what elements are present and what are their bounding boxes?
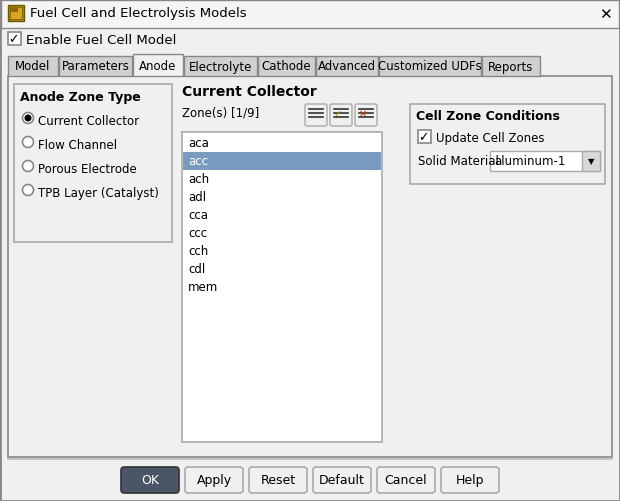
Text: acc: acc bbox=[188, 155, 208, 168]
Circle shape bbox=[22, 137, 33, 148]
Text: Porous Electrode: Porous Electrode bbox=[38, 163, 137, 176]
Text: Cathode: Cathode bbox=[262, 61, 311, 73]
Text: ▼: ▼ bbox=[588, 157, 594, 166]
Bar bbox=[8, 33, 21, 46]
Bar bbox=[59, 57, 132, 77]
Bar bbox=[8, 77, 612, 457]
Text: ✕: ✕ bbox=[359, 109, 367, 119]
Text: Parameters: Parameters bbox=[61, 61, 130, 73]
Text: ✓: ✓ bbox=[418, 131, 429, 144]
Bar bbox=[379, 57, 481, 77]
Text: adl: adl bbox=[188, 190, 206, 203]
Text: ✕: ✕ bbox=[599, 7, 611, 22]
Text: Enable Fuel Cell Model: Enable Fuel Cell Model bbox=[26, 34, 176, 47]
Bar bbox=[133, 55, 183, 77]
Circle shape bbox=[22, 161, 33, 172]
Bar bbox=[582, 152, 600, 172]
Bar bbox=[418, 131, 431, 144]
Text: Apply: Apply bbox=[197, 473, 231, 486]
Text: aca: aca bbox=[188, 137, 209, 150]
Text: TPB Layer (Catalyst): TPB Layer (Catalyst) bbox=[38, 187, 159, 199]
FancyBboxPatch shape bbox=[355, 105, 377, 127]
Text: Fuel Cell and Electrolysis Models: Fuel Cell and Electrolysis Models bbox=[30, 7, 247, 20]
Text: cch: cch bbox=[188, 244, 208, 258]
Text: Anode: Anode bbox=[140, 60, 177, 72]
Text: Anode Zone Type: Anode Zone Type bbox=[20, 91, 141, 104]
Bar bbox=[184, 57, 257, 77]
Bar bbox=[182, 133, 382, 442]
Circle shape bbox=[22, 113, 33, 124]
Text: Customized UDFs: Customized UDFs bbox=[378, 61, 482, 73]
Text: Current Collector: Current Collector bbox=[182, 85, 317, 99]
FancyBboxPatch shape bbox=[121, 467, 179, 493]
Text: Model: Model bbox=[16, 61, 51, 73]
Text: ccc: ccc bbox=[188, 226, 207, 239]
Text: cdl: cdl bbox=[188, 263, 205, 276]
FancyBboxPatch shape bbox=[313, 467, 371, 493]
Bar bbox=[183, 153, 381, 171]
FancyBboxPatch shape bbox=[330, 105, 352, 127]
Text: OK: OK bbox=[141, 473, 159, 486]
Text: Zone(s) [1/9]: Zone(s) [1/9] bbox=[182, 107, 259, 120]
Bar bbox=[316, 57, 378, 77]
Bar bbox=[11, 9, 18, 13]
Text: ✓: ✓ bbox=[334, 109, 342, 119]
FancyBboxPatch shape bbox=[305, 105, 327, 127]
Text: mem: mem bbox=[188, 281, 218, 294]
Text: ✓: ✓ bbox=[9, 34, 19, 47]
FancyBboxPatch shape bbox=[441, 467, 499, 493]
Text: Reset: Reset bbox=[260, 473, 296, 486]
Text: Solid Material: Solid Material bbox=[418, 155, 499, 168]
Text: ach: ach bbox=[188, 173, 209, 186]
Bar bbox=[258, 57, 315, 77]
Circle shape bbox=[25, 116, 31, 122]
Text: Electrolyte: Electrolyte bbox=[189, 61, 252, 73]
Text: Current Collector: Current Collector bbox=[38, 115, 139, 128]
Text: Reports: Reports bbox=[489, 61, 534, 73]
Bar bbox=[410, 105, 605, 185]
FancyBboxPatch shape bbox=[249, 467, 307, 493]
FancyBboxPatch shape bbox=[185, 467, 243, 493]
Circle shape bbox=[22, 185, 33, 196]
Text: aluminum-1: aluminum-1 bbox=[494, 155, 565, 168]
Bar bbox=[490, 152, 600, 172]
Text: Advanced: Advanced bbox=[318, 61, 376, 73]
Text: cca: cca bbox=[188, 208, 208, 221]
Bar bbox=[8, 57, 58, 77]
Bar bbox=[1, 1, 619, 29]
Bar bbox=[482, 57, 540, 77]
Text: Help: Help bbox=[456, 473, 484, 486]
Text: Cancel: Cancel bbox=[384, 473, 427, 486]
Text: Flow Channel: Flow Channel bbox=[38, 139, 117, 152]
Bar bbox=[8, 6, 24, 22]
Bar bbox=[14, 85, 172, 242]
Text: Cell Zone Conditions: Cell Zone Conditions bbox=[416, 110, 560, 123]
Text: Update Cell Zones: Update Cell Zones bbox=[436, 132, 544, 145]
Text: Default: Default bbox=[319, 473, 365, 486]
FancyBboxPatch shape bbox=[377, 467, 435, 493]
Bar bbox=[10, 8, 22, 20]
